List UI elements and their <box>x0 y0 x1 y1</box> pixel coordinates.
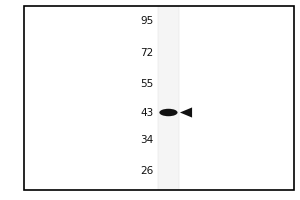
Polygon shape <box>180 107 192 118</box>
Text: 43: 43 <box>140 108 154 118</box>
Text: 95: 95 <box>140 16 154 26</box>
Text: 72: 72 <box>140 48 154 58</box>
Bar <box>158 6 178 190</box>
Ellipse shape <box>159 109 178 116</box>
Text: 55: 55 <box>140 79 154 89</box>
Text: 26: 26 <box>140 166 154 176</box>
Text: 34: 34 <box>140 135 154 145</box>
